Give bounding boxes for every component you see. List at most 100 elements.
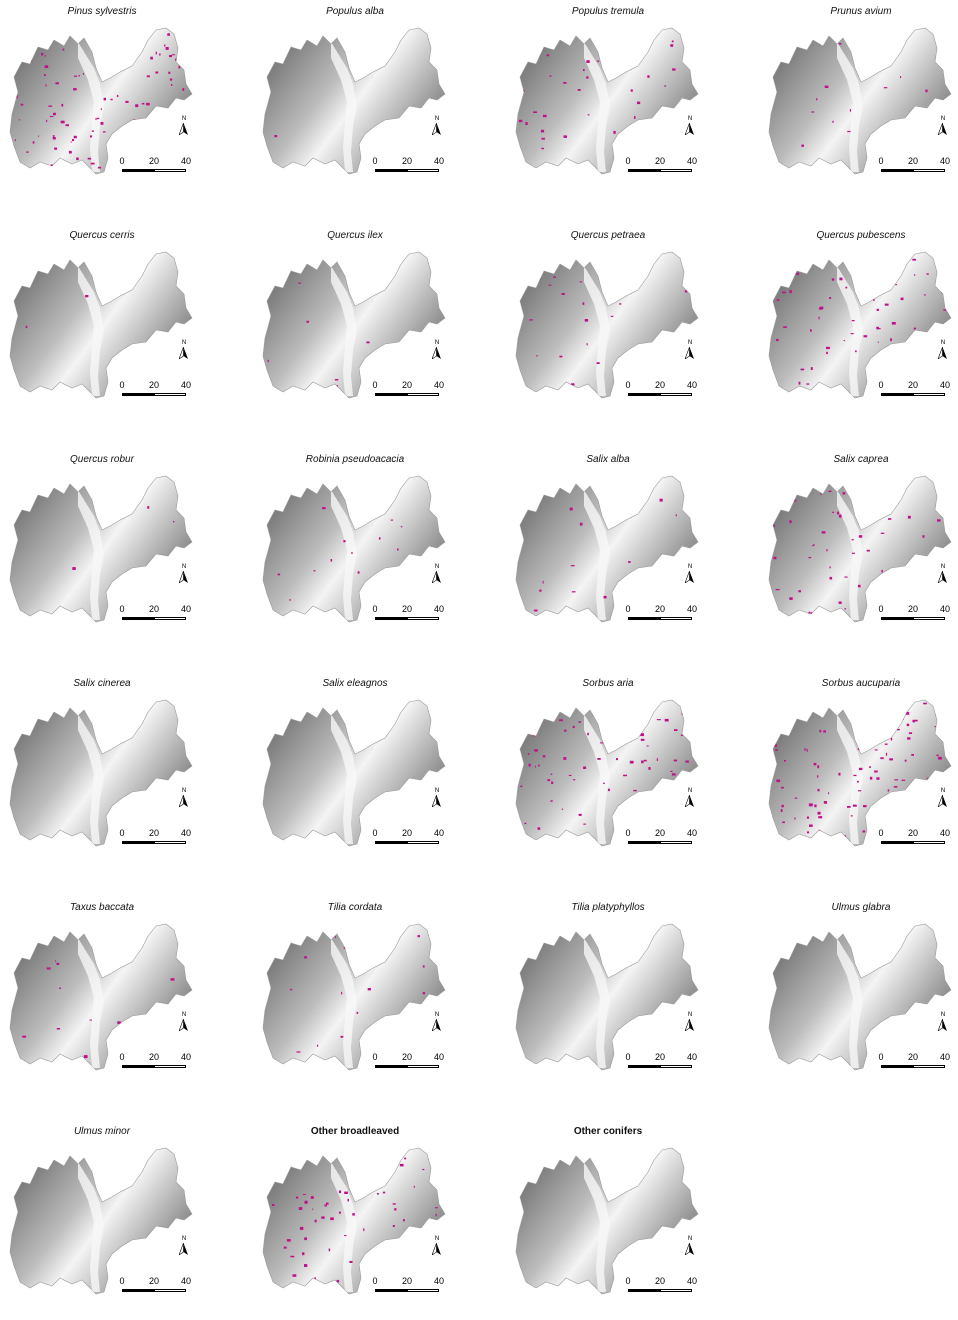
- scale-segment-white: [660, 1065, 692, 1068]
- presence-patch: [72, 567, 76, 570]
- presence-patch: [597, 758, 601, 760]
- presence-patch: [583, 69, 585, 72]
- presence-patch: [823, 173, 825, 174]
- presence-patch: [178, 65, 181, 69]
- presence-patch: [376, 1172, 379, 1176]
- presence-patch: [876, 326, 879, 330]
- presence-patch: [328, 1248, 331, 1252]
- presence-patch: [635, 734, 638, 736]
- presence-patch: [180, 104, 184, 107]
- scale-bar: 0 20 40: [620, 1052, 697, 1072]
- presence-patch: [20, 103, 24, 106]
- presence-patch: [776, 779, 781, 783]
- presence-patch: [22, 37, 24, 39]
- presence-patch: [629, 760, 634, 764]
- presence-patch: [578, 813, 582, 816]
- north-arrow-icon: N: [431, 340, 443, 359]
- presence-patch: [619, 303, 622, 305]
- presence-patch: [123, 34, 127, 36]
- north-label: N: [687, 1012, 693, 1018]
- presence-patch: [811, 111, 815, 113]
- panel-title: Populus alba: [326, 6, 384, 17]
- scale-tick-label: 40: [686, 828, 698, 838]
- presence-patch: [825, 703, 829, 706]
- scale-segment-black: [881, 169, 914, 172]
- presence-patch: [553, 276, 556, 278]
- scale-tick-label: 20: [907, 156, 919, 166]
- presence-patch: [890, 821, 893, 825]
- scale-tick-label: 0: [372, 380, 378, 390]
- panel-title: Other broadleaved: [310, 1126, 400, 1137]
- presence-patch: [549, 75, 552, 77]
- presence-patch: [870, 583, 875, 587]
- presence-patch: [108, 40, 112, 43]
- species-panel: Populus alba N 0 20 40: [255, 0, 495, 200]
- presence-patch: [777, 284, 780, 287]
- panel-title: Other conifers: [573, 1126, 643, 1137]
- presence-patch: [52, 135, 55, 137]
- presence-patch: [304, 1200, 308, 1204]
- scale-segment-white: [407, 1289, 439, 1292]
- presence-patch: [901, 779, 906, 781]
- presence-patch: [794, 31, 798, 35]
- presence-patch: [868, 518, 872, 521]
- species-panel: Sorbus aria N 0 20 40: [508, 672, 748, 872]
- presence-patch: [807, 397, 810, 398]
- north-arrow-icon: N: [684, 116, 696, 135]
- presence-patch: [552, 164, 555, 168]
- presence-patch: [518, 761, 520, 764]
- presence-patch: [400, 526, 403, 528]
- presence-patch: [782, 291, 786, 294]
- scale-segment-black: [375, 617, 408, 620]
- panel-title: Quercus robur: [70, 454, 134, 465]
- scale-tick-label: 20: [148, 828, 160, 838]
- presence-patch: [413, 1185, 415, 1188]
- presence-patch: [571, 591, 576, 593]
- presence-patch: [674, 729, 678, 731]
- presence-patch: [610, 280, 613, 282]
- presence-patch: [533, 609, 538, 612]
- presence-patch: [823, 801, 827, 804]
- presence-patch: [330, 1217, 334, 1221]
- scale-segment-black: [375, 393, 408, 396]
- north-arrow-icon: N: [178, 116, 190, 135]
- scale-segment-black: [881, 617, 914, 620]
- valley-shading: [837, 938, 863, 1068]
- species-panel: Pinus sylvestris N 0 20 40: [2, 0, 242, 200]
- presence-patch: [313, 570, 316, 572]
- scale-bar: 0 20 40: [873, 380, 950, 400]
- presence-patch: [883, 798, 887, 801]
- presence-patch: [173, 520, 175, 523]
- scale-bar: 0 20 40: [367, 1052, 444, 1072]
- presence-patch: [613, 130, 616, 134]
- presence-patch: [171, 84, 173, 86]
- presence-patch: [533, 111, 537, 113]
- presence-patch: [937, 519, 941, 522]
- panel-title: Tilia cordata: [327, 902, 383, 913]
- north-arrow-icon: N: [431, 564, 443, 583]
- presence-patch: [678, 780, 680, 783]
- presence-patch: [571, 383, 575, 386]
- scale-segment-black: [375, 841, 408, 844]
- north-label: N: [181, 1012, 187, 1018]
- presence-patch: [402, 1038, 407, 1042]
- scale-tick-label: 0: [119, 828, 125, 838]
- scale-bar: 0 20 40: [367, 156, 444, 176]
- scale-tick-label: 0: [372, 156, 378, 166]
- valley-shading: [584, 266, 610, 396]
- species-panel: Quercus pubescens N 0 20 40: [761, 224, 958, 424]
- presence-patch: [818, 316, 820, 320]
- presence-patch: [628, 561, 631, 563]
- presence-patch: [923, 702, 927, 705]
- presence-patch: [39, 42, 42, 46]
- presence-patch: [633, 268, 638, 271]
- presence-patch: [130, 1019, 132, 1022]
- scale-tick-label: 20: [401, 1276, 413, 1286]
- presence-patch: [559, 719, 563, 722]
- presence-patch: [817, 765, 820, 769]
- presence-patch: [540, 129, 545, 133]
- presence-patch: [410, 586, 412, 589]
- scale-tick-label: 20: [148, 604, 160, 614]
- presence-patch: [819, 729, 822, 733]
- presence-patch: [295, 1196, 299, 1199]
